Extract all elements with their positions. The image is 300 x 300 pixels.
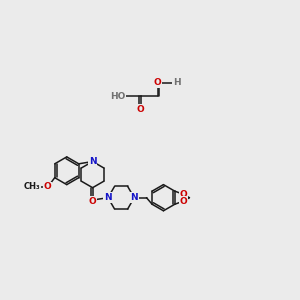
Text: N: N [130, 193, 138, 202]
Text: HO: HO [110, 92, 125, 100]
Text: N: N [89, 157, 96, 166]
Text: N: N [104, 193, 112, 202]
Text: O: O [179, 190, 187, 199]
Text: O: O [137, 105, 145, 114]
Text: O: O [44, 182, 52, 191]
Text: O: O [179, 197, 187, 206]
Text: N: N [89, 157, 96, 166]
Text: N: N [104, 193, 112, 202]
Text: CH₃: CH₃ [23, 182, 40, 191]
Text: H: H [173, 79, 181, 88]
Text: O: O [154, 79, 161, 88]
Text: O: O [89, 197, 97, 206]
